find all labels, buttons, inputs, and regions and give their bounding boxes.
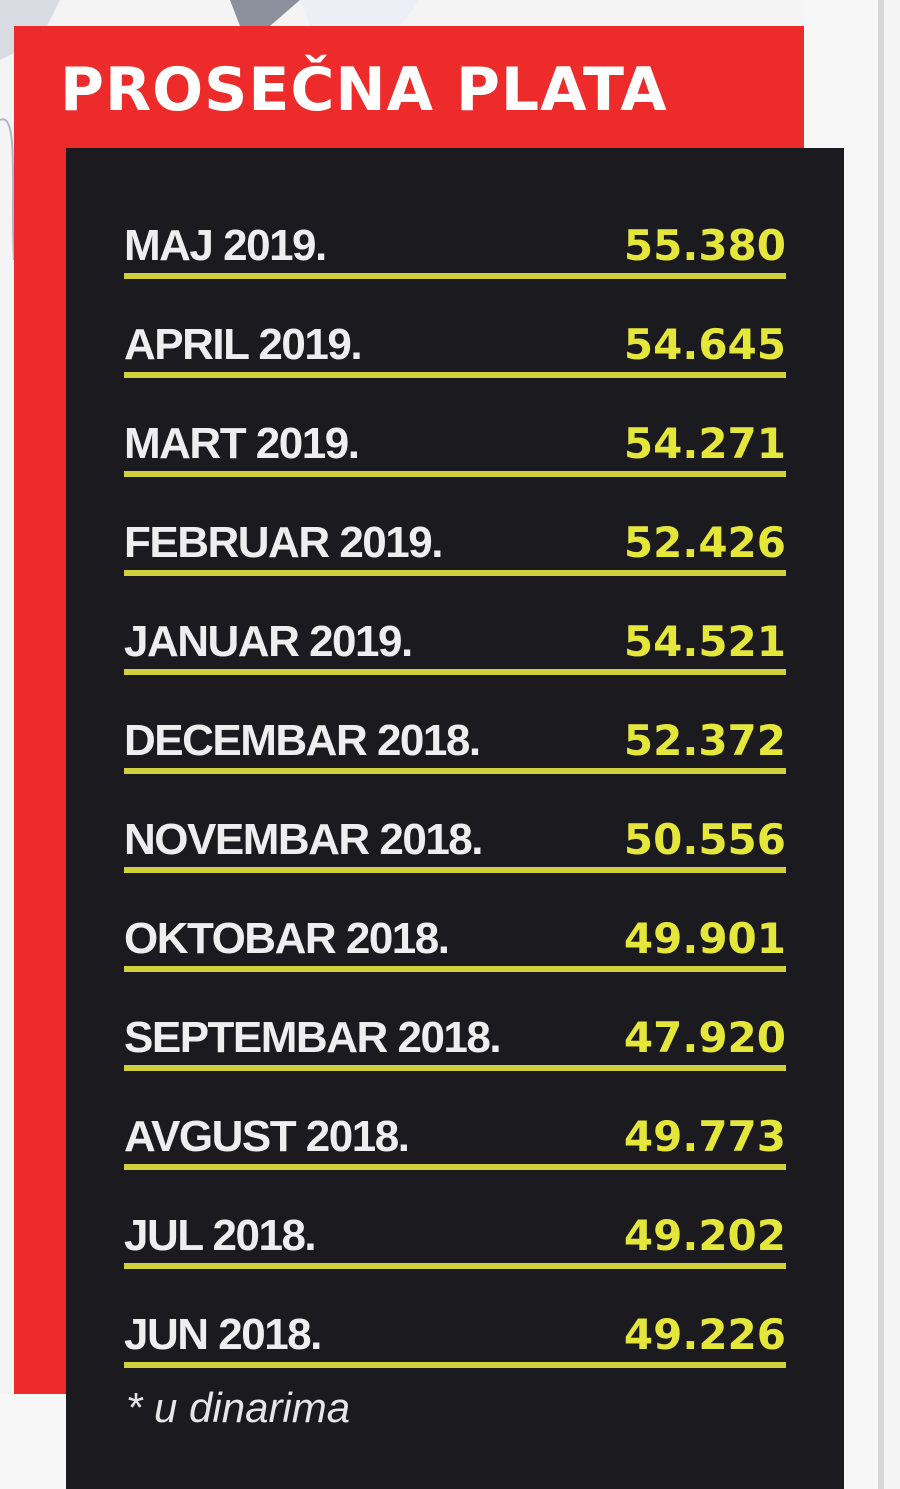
row-divider	[124, 1065, 786, 1071]
salary-table-panel: MAJ 2019. 55.380 APRIL 2019. 54.645 MART 201…	[66, 148, 844, 1489]
table-row: SEPTEMBAR 2018. 47.920	[124, 972, 786, 1071]
row-label: MART 2019.	[124, 419, 360, 468]
table-row: NOVEMBAR 2018. 50.556	[124, 774, 786, 873]
row-divider	[124, 867, 786, 873]
footnote: * u dinarima	[126, 1384, 351, 1431]
row-divider	[124, 273, 786, 279]
row-divider	[124, 471, 786, 477]
row-value: 47.920	[623, 1013, 786, 1062]
row-divider	[124, 966, 786, 972]
row-label: FEBRUAR 2019.	[124, 518, 443, 567]
row-label: APRIL 2019.	[124, 320, 363, 369]
row-divider	[124, 570, 786, 576]
page-edge-divider	[878, 0, 884, 1489]
row-label: AVGUST 2018.	[124, 1112, 410, 1161]
row-label: JUN 2018.	[124, 1310, 322, 1359]
row-value: 49.202	[623, 1211, 786, 1260]
row-label: SEPTEMBAR 2018.	[124, 1013, 502, 1062]
row-value: 55.380	[623, 221, 786, 270]
row-label: OKTOBAR 2018.	[124, 914, 450, 963]
row-divider	[124, 1164, 786, 1170]
row-divider	[124, 1362, 786, 1368]
row-divider	[124, 669, 786, 675]
table-row: OKTOBAR 2018. 49.901	[124, 873, 786, 972]
table-row: DECEMBAR 2018. 52.372	[124, 675, 786, 774]
table-row: JANUAR 2019. 54.521	[124, 576, 786, 675]
row-value: 49.901	[623, 914, 786, 963]
row-value: 49.226	[623, 1310, 786, 1359]
row-label: JUL 2018.	[124, 1211, 317, 1260]
table-row: MAJ 2019. 55.380	[124, 180, 786, 279]
row-label: MAJ 2019.	[124, 221, 327, 270]
row-value: 52.372	[623, 716, 786, 765]
row-value: 50.556	[623, 815, 786, 864]
row-value: 54.521	[623, 617, 786, 666]
table-row: MART 2019. 54.271	[124, 378, 786, 477]
row-value: 54.645	[623, 320, 786, 369]
table-row: AVGUST 2018. 49.773	[124, 1071, 786, 1170]
row-divider	[124, 768, 786, 774]
row-divider	[124, 372, 786, 378]
row-label: NOVEMBAR 2018.	[124, 815, 484, 864]
row-value: 54.271	[623, 419, 786, 468]
table-row: JUL 2018. 49.202	[124, 1170, 786, 1269]
row-value: 52.426	[623, 518, 786, 567]
row-label: DECEMBAR 2018.	[124, 716, 481, 765]
table-row: JUN 2018. 49.226	[124, 1269, 786, 1368]
table-row: FEBRUAR 2019. 52.426	[124, 477, 786, 576]
row-label: JANUAR 2019.	[124, 617, 413, 666]
row-divider	[124, 1263, 786, 1269]
table-row: APRIL 2019. 54.645	[124, 279, 786, 378]
chart-title: PROSEČNA PLATA	[60, 55, 668, 125]
row-value: 49.773	[623, 1112, 786, 1161]
